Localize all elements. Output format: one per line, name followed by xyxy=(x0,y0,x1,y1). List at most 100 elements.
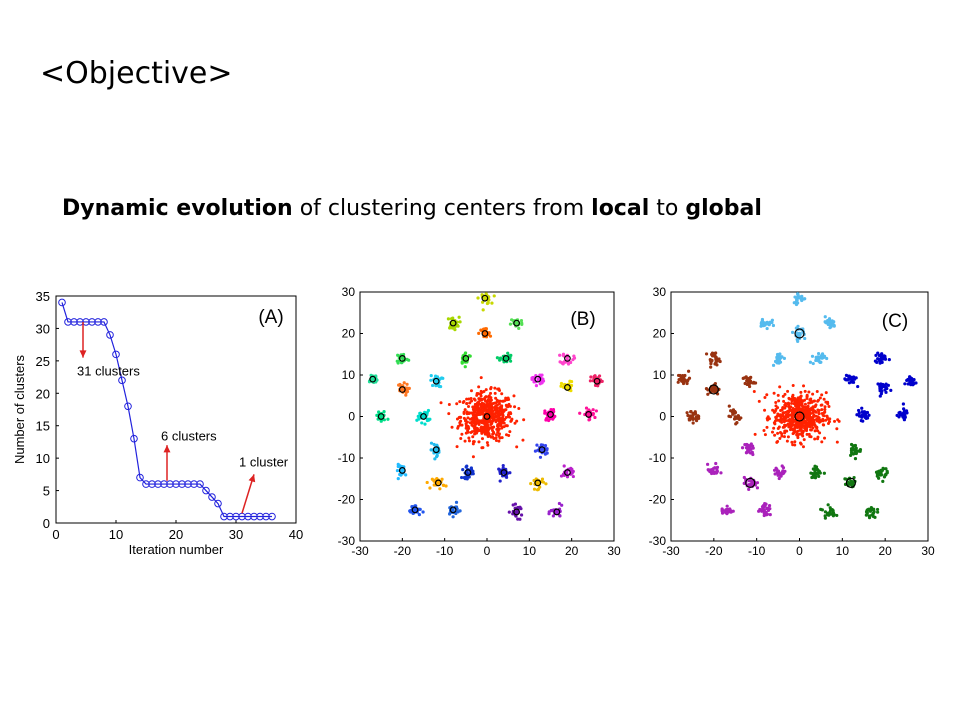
chart-c-point xyxy=(795,415,799,419)
chart-c-point xyxy=(875,507,880,512)
chart-c-point xyxy=(828,508,833,513)
chart-c-point xyxy=(781,411,785,415)
chart-b-point xyxy=(386,417,390,421)
chart-b-point xyxy=(600,379,604,383)
chart-b-x-tick-label: 30 xyxy=(607,544,621,558)
chart-b-point xyxy=(460,432,464,436)
chart-b-point xyxy=(479,328,483,332)
chart-b-point xyxy=(518,517,522,521)
chart-c-point xyxy=(818,419,822,423)
chart-c-point xyxy=(860,406,864,410)
chart-c-point xyxy=(784,402,788,406)
chart-b-point xyxy=(396,477,400,481)
chart-a-point xyxy=(88,318,96,326)
chart-c-point xyxy=(780,434,784,438)
chart-b-cluster xyxy=(530,373,546,388)
chart-c: -30 -20 -10 0 10 20 30 -30 -20 -10 0 10 20 30 (C) xyxy=(649,285,935,558)
chart-b-point xyxy=(490,301,494,305)
chart-b-center-marker xyxy=(464,469,472,476)
chart-b-point xyxy=(455,417,459,421)
chart-b-point xyxy=(471,413,475,417)
chart-b-point xyxy=(430,477,434,481)
chart-c-point xyxy=(850,379,854,383)
chart-c-point xyxy=(786,435,790,439)
chart-c-point xyxy=(814,414,818,418)
chart-b-point xyxy=(479,428,483,432)
chart-b-point xyxy=(467,475,471,479)
chart-c-point xyxy=(812,414,816,418)
chart-c-point xyxy=(773,433,777,437)
chart-c-point xyxy=(833,419,837,423)
chart-c-cluster xyxy=(720,504,735,516)
chart-c-point xyxy=(786,402,790,406)
chart-c-point xyxy=(884,382,888,386)
subtitle-bold-dynamic-evolution: Dynamic evolution xyxy=(62,196,293,221)
chart-b-center-marker xyxy=(398,355,406,362)
chart-b-y-tick-label: 20 xyxy=(342,327,356,341)
chart-b-point xyxy=(480,412,484,416)
chart-c-point xyxy=(747,447,751,452)
chart-b-point xyxy=(400,356,404,360)
chart-b-point xyxy=(476,413,480,417)
chart-b-center-marker xyxy=(377,413,385,420)
chart-c-point xyxy=(810,420,814,424)
chart-b-point xyxy=(584,406,589,410)
chart-b-point xyxy=(551,514,555,518)
chart-c-point xyxy=(805,429,809,433)
chart-b-point xyxy=(415,418,419,422)
chart-a-annotation-label: 31 clusters xyxy=(77,364,140,379)
chart-c-point xyxy=(763,396,767,400)
chart-b-point xyxy=(485,301,490,306)
chart-c-cluster xyxy=(685,409,701,425)
chart-b-cluster xyxy=(375,410,390,423)
chart-b-point xyxy=(433,374,438,378)
chart-c-point xyxy=(816,398,820,402)
chart-b-point xyxy=(500,392,504,396)
chart-c-point xyxy=(850,480,854,485)
chart-c-point xyxy=(798,332,802,336)
chart-c-point xyxy=(823,510,828,514)
chart-c-point xyxy=(835,513,839,518)
chart-c-point xyxy=(771,323,776,328)
chart-a-annotation-arrow-head xyxy=(79,350,87,358)
chart-c-point xyxy=(687,376,692,380)
chart-b-point xyxy=(483,432,487,436)
chart-b-point xyxy=(487,431,491,435)
chart-b-point xyxy=(562,464,566,468)
chart-c-point xyxy=(852,375,856,379)
chart-c-point xyxy=(799,400,803,404)
chart-c-point xyxy=(778,385,782,389)
chart-b-point xyxy=(404,473,408,477)
chart-c-point xyxy=(856,408,861,413)
chart-b-point xyxy=(475,407,479,411)
chart-a-point xyxy=(250,512,258,521)
chart-a-annotation-label: 6 clusters xyxy=(161,428,217,443)
chart-b-point xyxy=(402,381,406,385)
chart-a-point xyxy=(166,480,174,488)
chart-b-point xyxy=(509,412,513,416)
chart-b-point xyxy=(549,407,553,412)
chart-c-point xyxy=(778,414,782,418)
chart-c-point xyxy=(720,511,725,515)
chart-b-cluster xyxy=(395,462,408,481)
chart-b-point xyxy=(489,426,493,430)
chart-b-point xyxy=(481,308,485,312)
chart-c-point xyxy=(772,391,776,395)
chart-b-point xyxy=(501,413,505,417)
chart-b-point xyxy=(495,398,499,402)
chart-c-point xyxy=(903,415,907,419)
chart-c-point xyxy=(881,466,885,470)
chart-b-point xyxy=(570,467,574,471)
chart-b-point xyxy=(464,465,468,469)
chart-b-point xyxy=(436,383,440,388)
chart-b-point xyxy=(529,482,533,486)
chart-c-point xyxy=(797,412,801,416)
chart-a-point xyxy=(118,376,126,385)
chart-c-point xyxy=(822,471,826,475)
chart-b-point xyxy=(485,400,489,404)
chart-c-point xyxy=(902,418,907,422)
chart-c-point xyxy=(791,417,795,421)
chart-c-point xyxy=(804,414,808,418)
chart-a-y-tick-label: 15 xyxy=(36,419,50,434)
chart-b-point xyxy=(531,375,535,380)
